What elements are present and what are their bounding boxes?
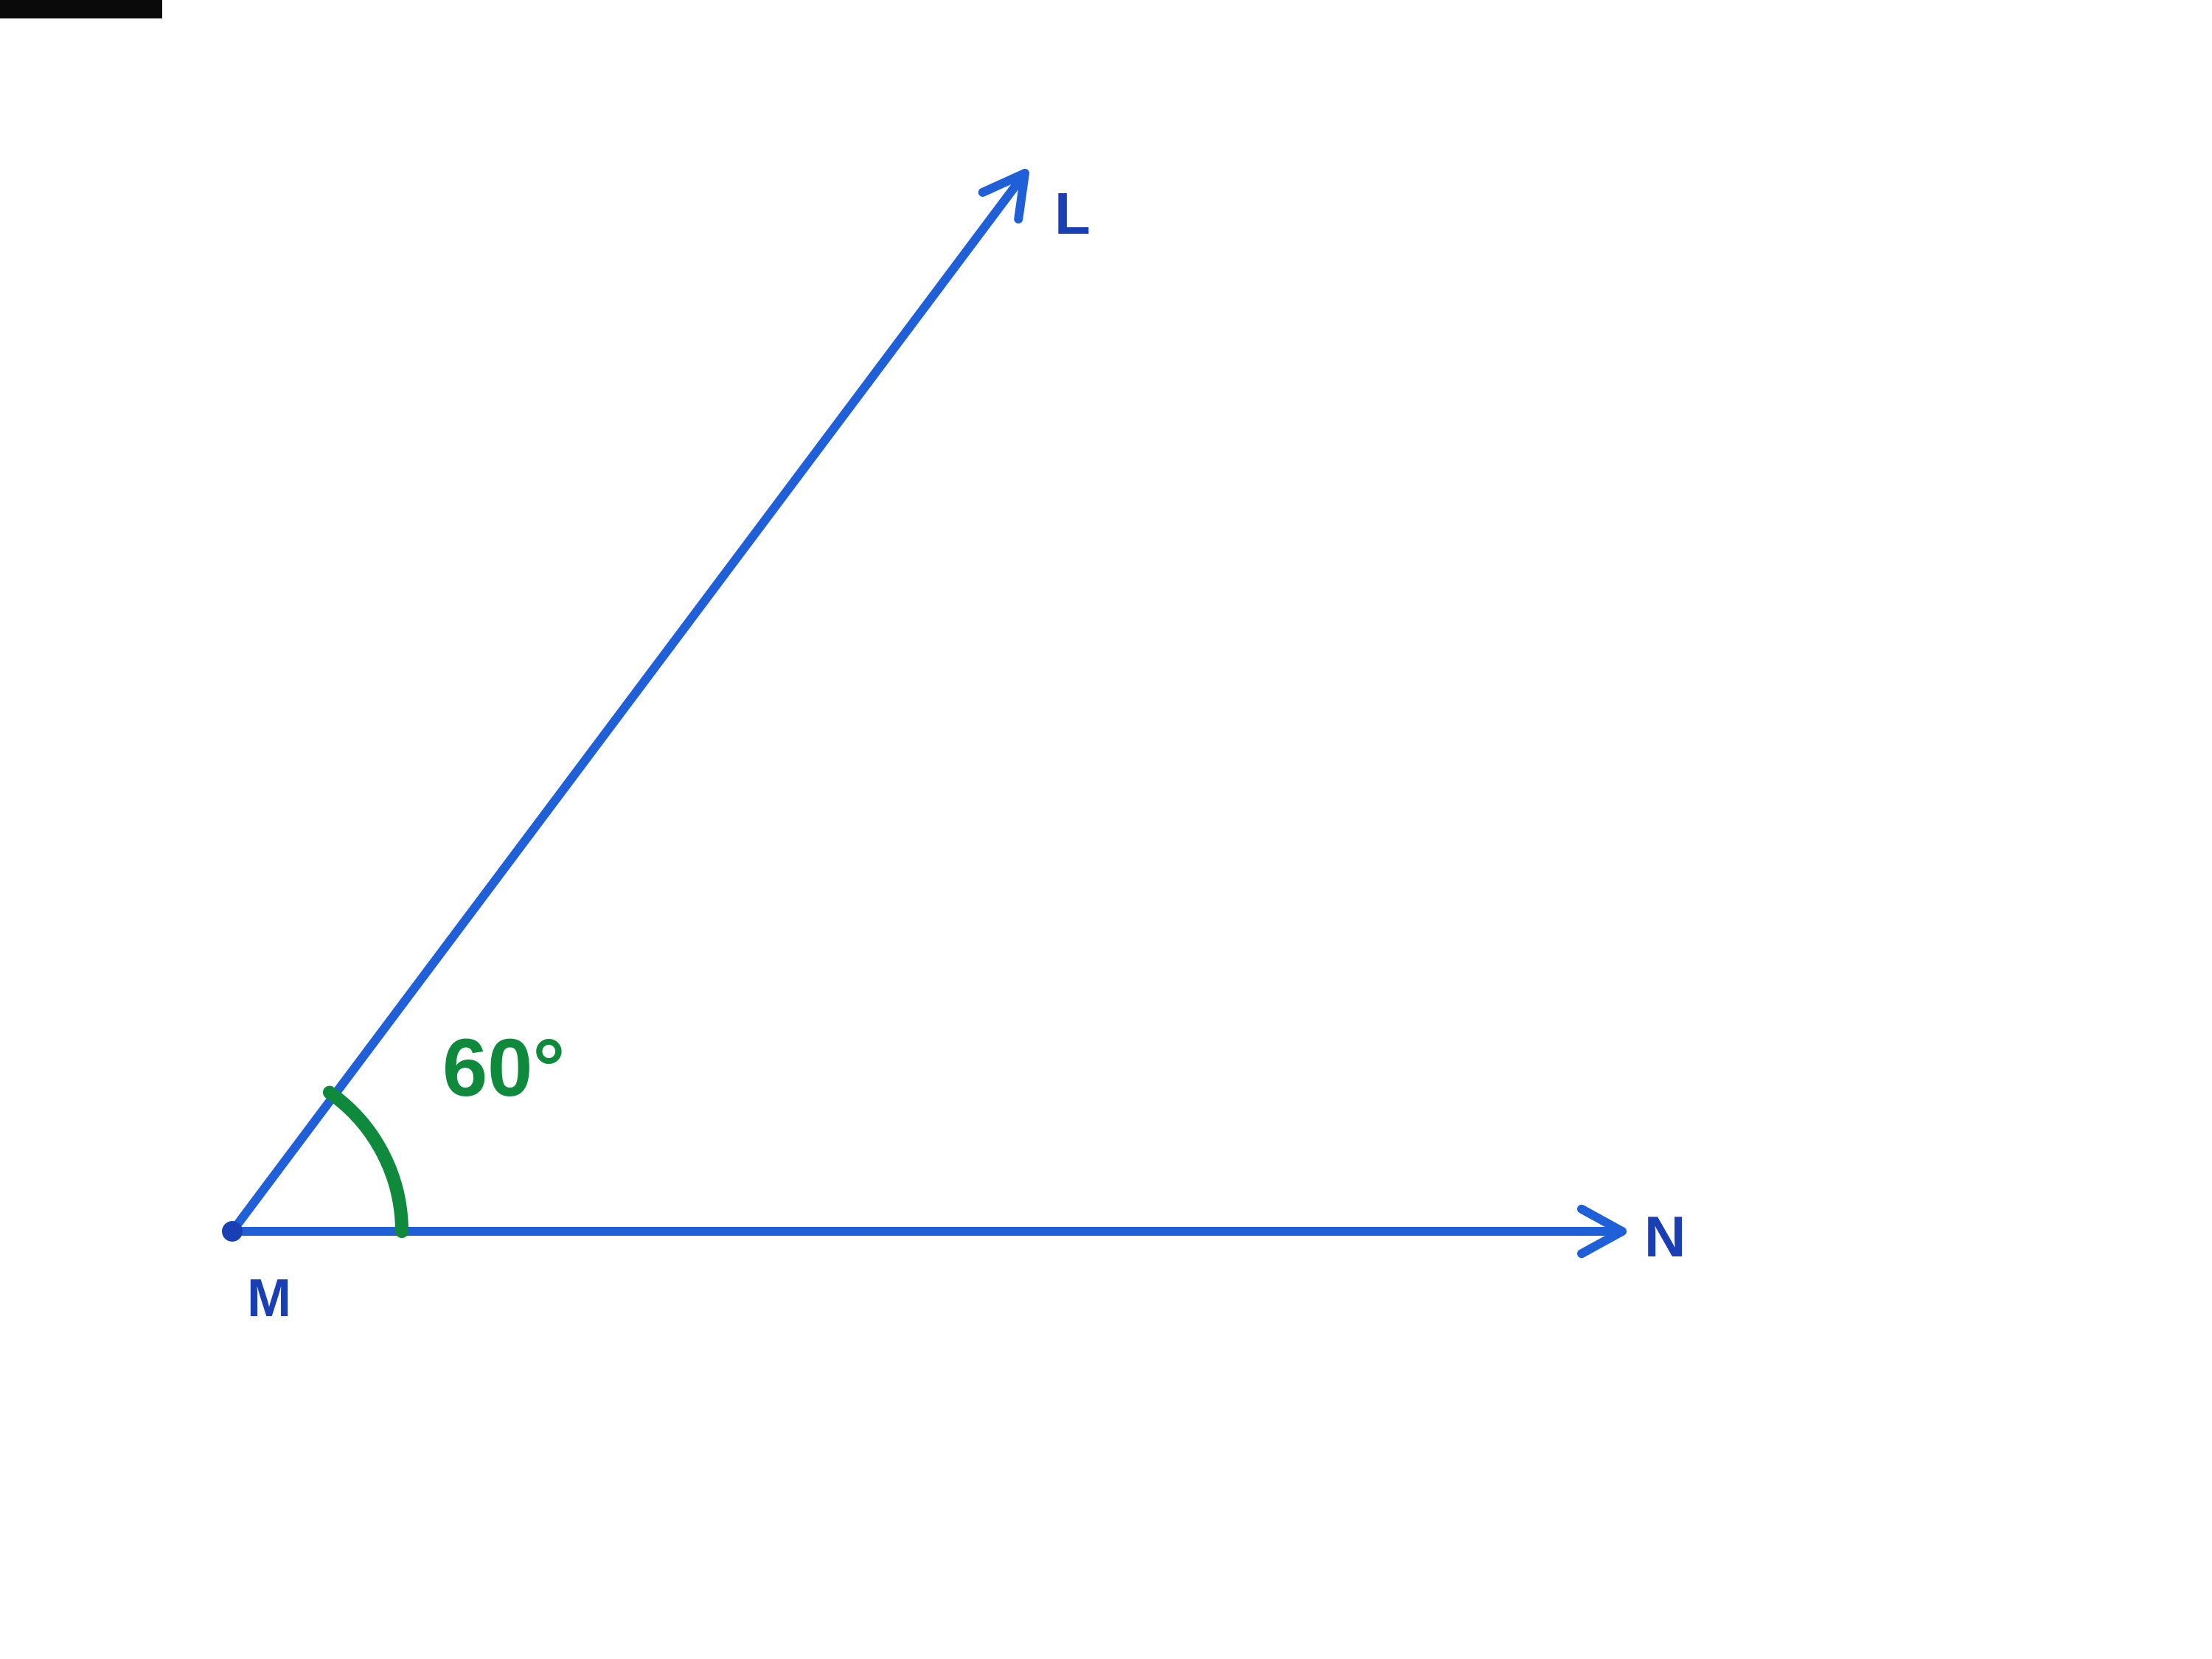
ray-ml	[232, 173, 1025, 1231]
top-border-artifact	[0, 0, 162, 18]
angle-value-label: 60°	[442, 1021, 565, 1115]
label-point-l: L	[1054, 180, 1091, 248]
vertex-point-m	[222, 1221, 243, 1242]
label-point-n: N	[1644, 1203, 1686, 1270]
angle-arc	[330, 1093, 402, 1231]
diagram-svg	[0, 0, 2212, 1659]
label-vertex-m: M	[247, 1268, 291, 1329]
angle-diagram: M N L 60°	[0, 0, 2212, 1659]
